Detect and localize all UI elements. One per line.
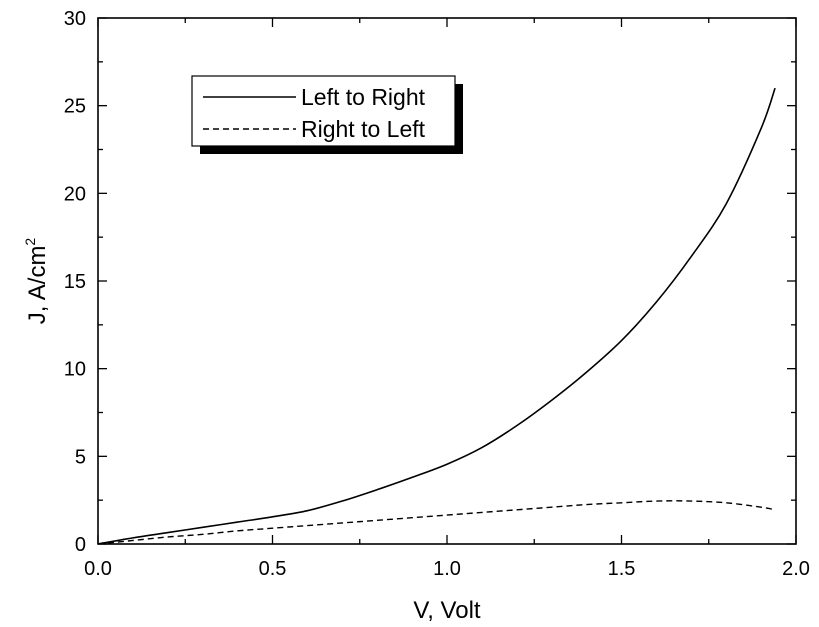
x-axis: 0.0 0.5 1.0 1.5 2.0 [84, 18, 810, 580]
legend: Left to Right Right to Left [191, 75, 463, 154]
y-axis: 0 5 10 15 20 25 30 [64, 8, 796, 556]
y-axis-title: J, A/cm2 [22, 238, 51, 325]
legend-label-left-to-right: Left to Right [301, 84, 426, 110]
x-tick-label: 1.0 [433, 558, 461, 580]
x-axis-title: V, Volt [413, 597, 481, 624]
y-tick-label: 10 [64, 359, 86, 381]
x-tick-label: 1.5 [608, 558, 636, 580]
y-tick-label: 20 [64, 183, 86, 205]
x-tick-label: 0.0 [84, 558, 112, 580]
legend-box [191, 75, 456, 147]
y-tick-label: 5 [75, 446, 86, 468]
y-tick-label: 30 [64, 8, 86, 30]
y-axis-title-superscript: 2 [22, 238, 38, 246]
series-line-right-to-left [98, 500, 776, 544]
legend-label-right-to-left: Right to Left [301, 116, 426, 142]
y-tick-label: 15 [64, 271, 86, 293]
x-tick-label: 2.0 [782, 558, 810, 580]
series-line-left-to-right [98, 87, 776, 544]
y-tick-label: 0 [75, 534, 86, 556]
x-tick-label: 0.5 [259, 558, 287, 580]
y-axis-title-main: J, A/cm [24, 246, 51, 325]
y-tick-label: 25 [64, 96, 86, 118]
